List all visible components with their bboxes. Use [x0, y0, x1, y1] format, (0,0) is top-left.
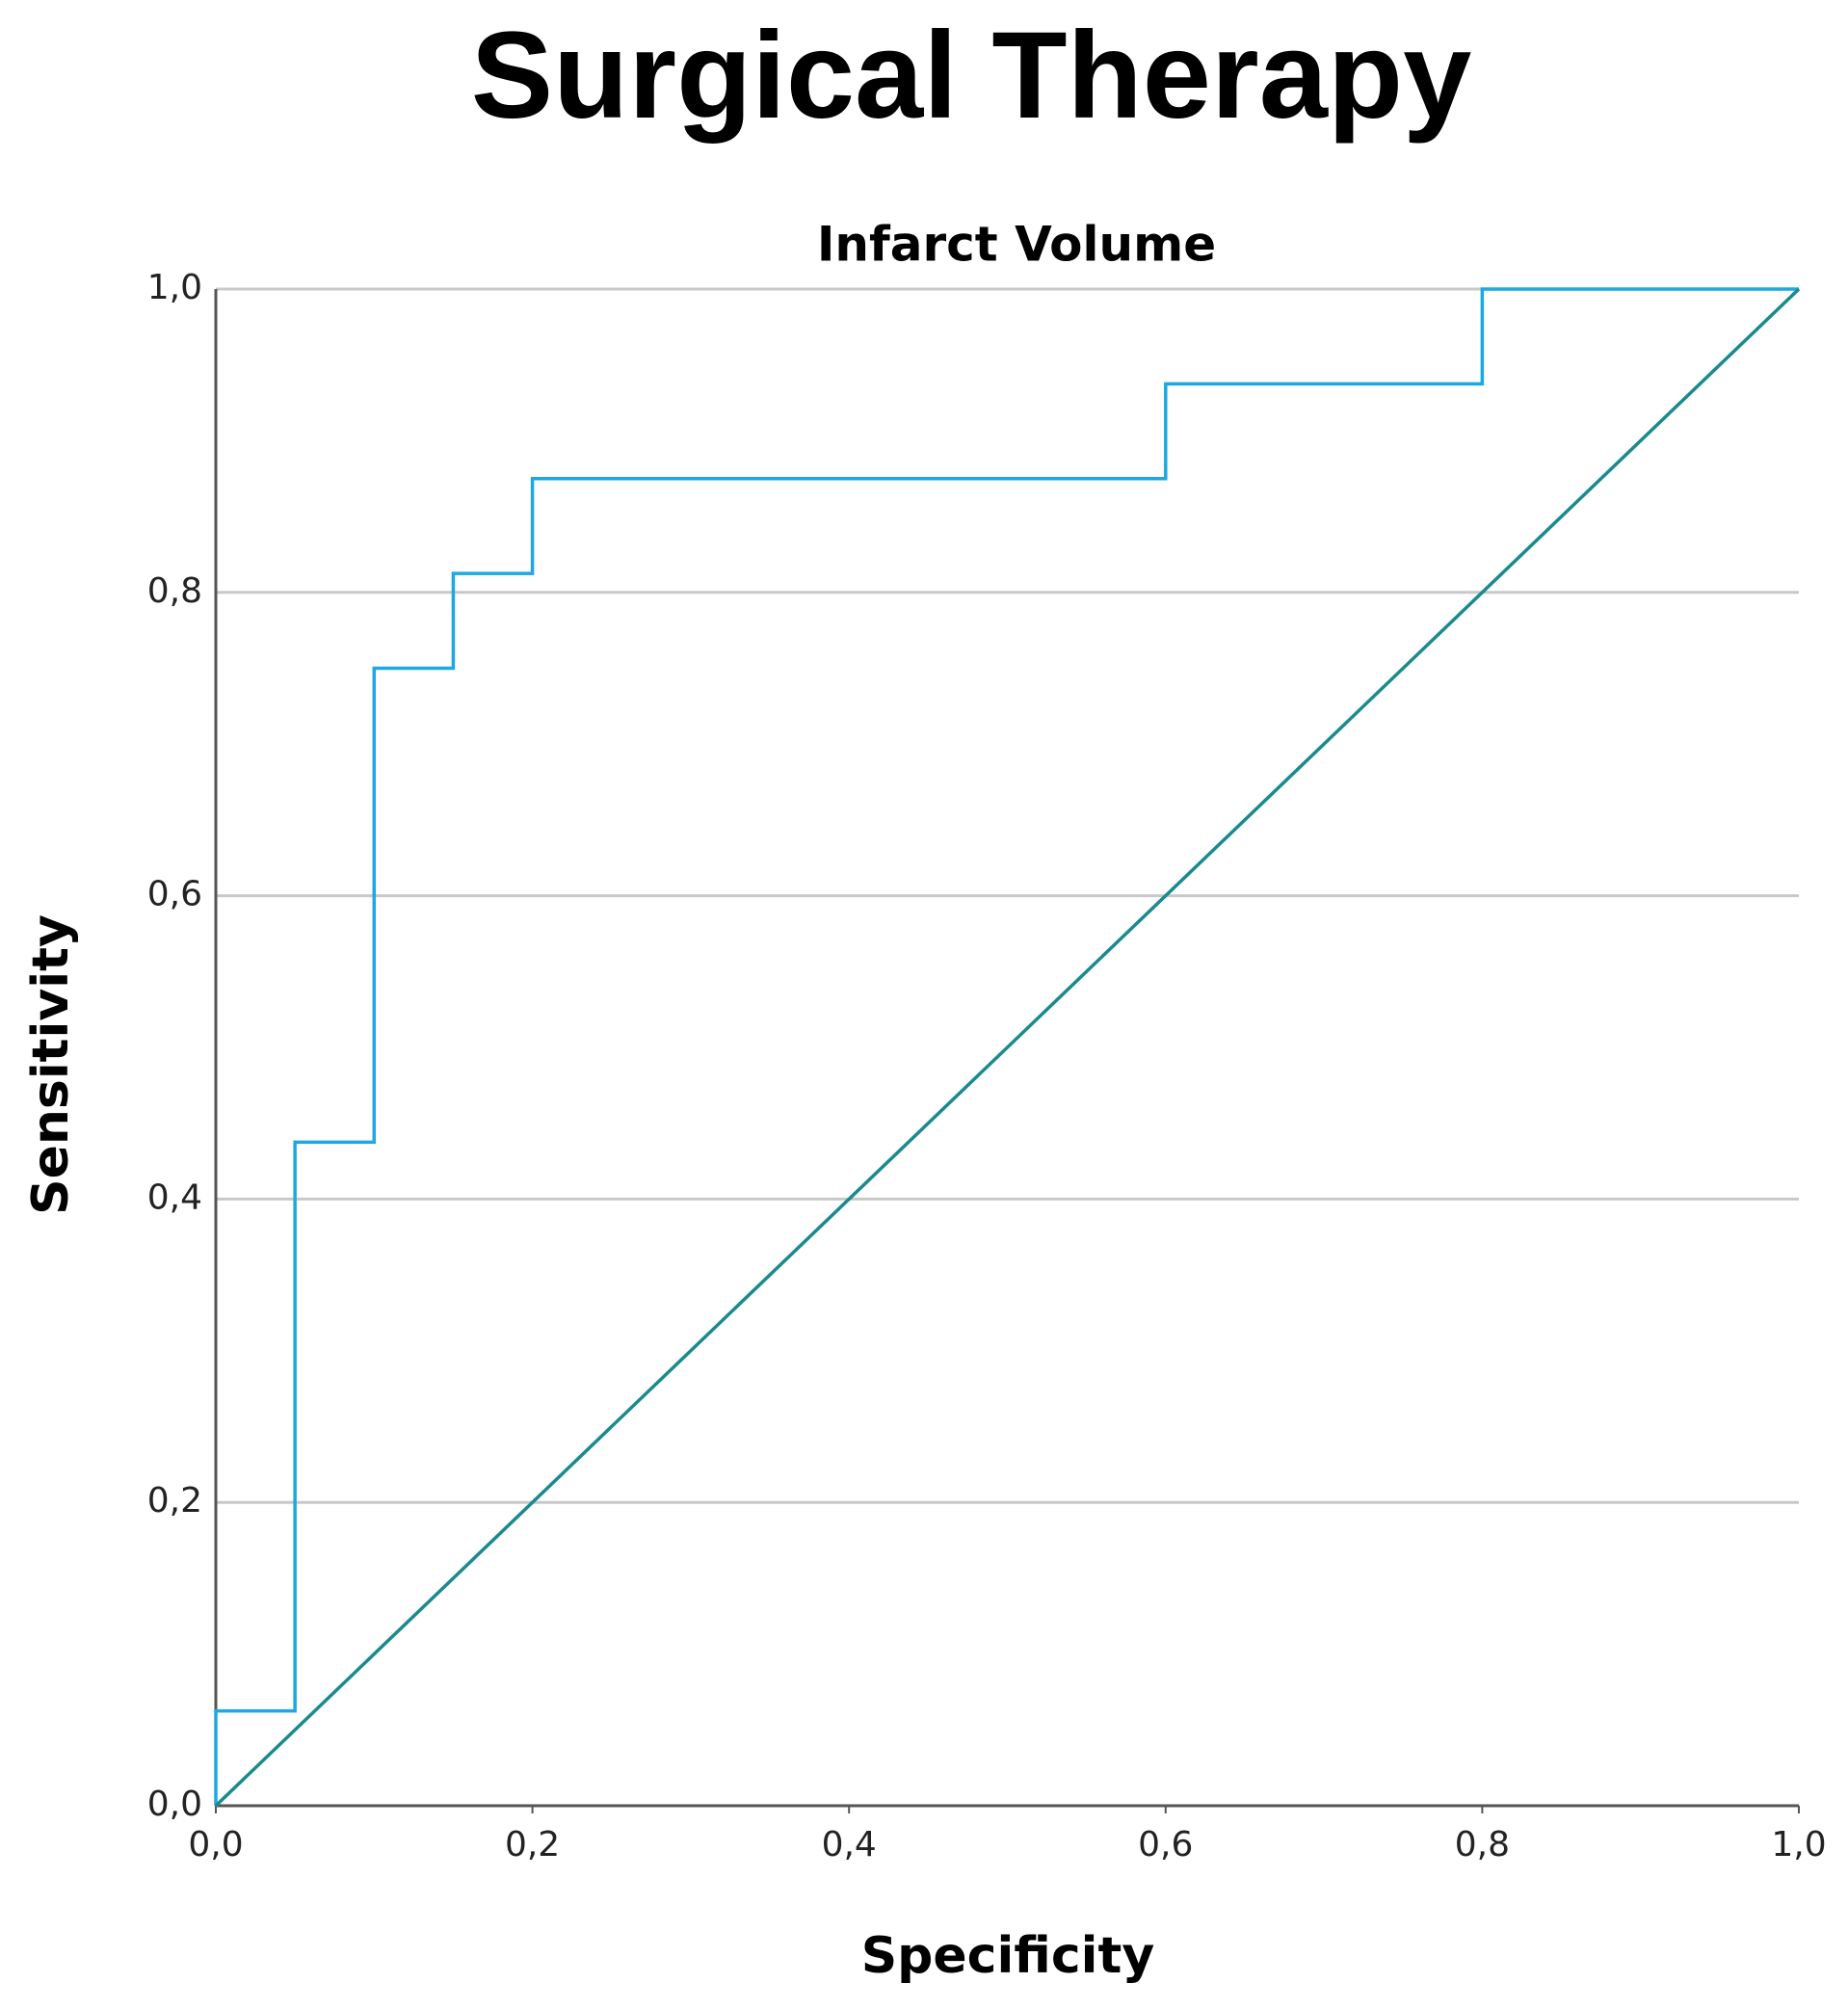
roc-line [214, 287, 1801, 1808]
roc-line [214, 287, 1799, 1806]
y-tick-label: 1,0 [147, 268, 202, 307]
chart-subtitle: Infarct Volume [817, 217, 1216, 273]
x-tick-label: 0,4 [822, 1825, 877, 1865]
y-tick-label: 0,8 [147, 571, 202, 611]
y-tick-label: 0,6 [147, 875, 202, 914]
x-tick-label: 0,8 [1455, 1825, 1510, 1865]
y-tick-label: 0,0 [147, 1785, 202, 1824]
x-tick-label: 0,0 [188, 1825, 243, 1865]
x-tick-label: 0,2 [505, 1825, 560, 1865]
y-tick-label: 0,4 [147, 1177, 202, 1217]
y-axis-label: Sensitivity [22, 914, 80, 1215]
x-tick-label: 0,6 [1138, 1825, 1193, 1865]
x-axis-label: Specificity [861, 1927, 1155, 1985]
y-tick-label: 0,2 [147, 1481, 202, 1521]
chart-title: Surgical Therapy [471, 7, 1472, 145]
x-tick-label: 1,0 [1771, 1825, 1826, 1865]
